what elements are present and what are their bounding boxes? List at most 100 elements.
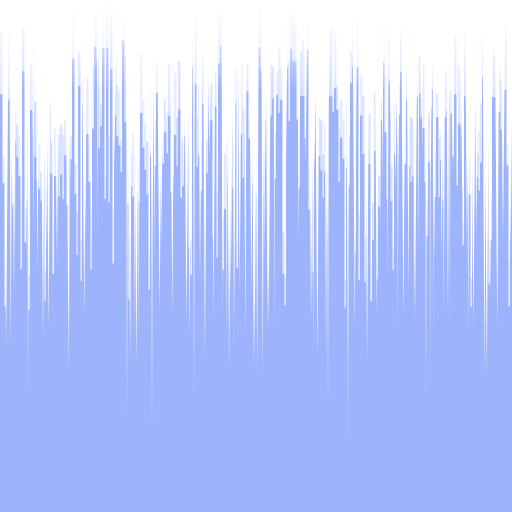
light-column-edge	[90, 205, 93, 270]
blue-column	[76, 254, 79, 512]
light-column-edge	[376, 234, 379, 280]
light-column-edge	[20, 202, 23, 270]
blue-column	[124, 121, 127, 512]
blue-column	[322, 197, 325, 512]
light-column-edge	[50, 142, 53, 174]
blue-column	[56, 72, 59, 512]
blue-column	[440, 159, 443, 512]
light-column-edge	[200, 140, 203, 191]
light-column-edge	[488, 240, 491, 284]
blue-column	[400, 71, 403, 512]
blue-column	[468, 194, 471, 512]
light-column-edge	[180, 142, 183, 198]
blue-column	[426, 235, 429, 512]
light-column-edge	[422, 63, 425, 129]
light-column-edge	[338, 128, 341, 182]
light-column-edge	[190, 239, 193, 276]
light-column-edge	[444, 70, 447, 117]
blue-column	[174, 135, 177, 512]
blue-column	[142, 147, 145, 512]
blue-column	[222, 270, 225, 512]
blue-column	[314, 93, 317, 512]
blue-column	[104, 199, 107, 512]
white-streak-long	[151, 0, 153, 450]
light-column-edge	[54, 127, 57, 177]
blue-column	[218, 63, 221, 512]
blue-column	[114, 115, 117, 512]
blue-column	[112, 263, 115, 512]
light-column-edge	[60, 124, 63, 175]
blue-column	[444, 116, 447, 512]
light-column-edge	[206, 139, 209, 173]
blue-column	[46, 102, 49, 512]
light-column-edge	[386, 136, 389, 200]
blue-column	[108, 202, 111, 512]
light-column-edge	[490, 195, 493, 240]
blue-column	[52, 274, 55, 512]
blue-column	[418, 93, 421, 512]
light-column-edge	[424, 131, 427, 182]
blue-column	[88, 181, 91, 512]
blue-column	[428, 161, 431, 512]
blue-column	[196, 166, 199, 512]
light-column-edge	[44, 270, 47, 301]
blue-column	[336, 109, 339, 512]
blue-column	[214, 106, 217, 512]
blue-column	[256, 194, 259, 512]
blue-column	[198, 155, 201, 512]
blue-column	[474, 97, 477, 512]
light-column-edge	[248, 116, 251, 139]
light-column-edge	[380, 98, 383, 121]
blue-column	[312, 272, 315, 512]
blue-column	[164, 132, 167, 512]
top-fade	[0, 0, 512, 90]
blue-column	[188, 247, 191, 512]
blue-column	[284, 305, 287, 512]
blue-column	[270, 115, 273, 512]
blue-column	[50, 173, 53, 512]
blue-column	[390, 201, 393, 512]
light-column-edge	[384, 76, 387, 133]
blue-column	[340, 137, 343, 512]
blue-column	[262, 90, 265, 512]
blue-column	[8, 100, 11, 512]
blue-column	[430, 107, 433, 512]
light-column-edge	[476, 153, 479, 178]
blue-column	[298, 187, 301, 512]
blue-column	[194, 83, 197, 512]
white-streak-long	[27, 0, 29, 400]
blue-column	[182, 186, 185, 512]
light-column-edge	[176, 117, 179, 167]
blue-column	[362, 154, 365, 512]
light-column-edge	[18, 136, 21, 176]
blue-column	[294, 61, 297, 512]
light-column-edge	[336, 85, 339, 110]
light-column-edge	[322, 154, 325, 198]
light-column-edge	[92, 66, 95, 129]
light-column-edge	[112, 208, 115, 264]
light-column-edge	[298, 120, 301, 188]
blue-column	[250, 111, 253, 512]
blue-column	[138, 201, 141, 512]
blue-column	[0, 94, 3, 512]
blue-column	[230, 81, 233, 512]
blue-column	[212, 236, 215, 512]
light-column-edge	[86, 77, 89, 135]
light-column-edge	[144, 122, 147, 170]
light-column-edge	[80, 240, 83, 281]
light-column-edge	[282, 232, 285, 274]
blue-column	[376, 279, 379, 512]
light-column-edge	[468, 157, 471, 195]
light-column-edge	[148, 255, 151, 290]
light-column-edge	[372, 202, 375, 240]
light-column-edge	[128, 237, 131, 300]
light-column-edge	[434, 150, 437, 197]
blue-column	[364, 282, 367, 512]
light-column-edge	[74, 163, 77, 194]
blue-column	[40, 200, 43, 512]
light-column-edge	[500, 80, 503, 130]
blue-column	[100, 126, 103, 512]
light-column-edge	[118, 91, 121, 146]
